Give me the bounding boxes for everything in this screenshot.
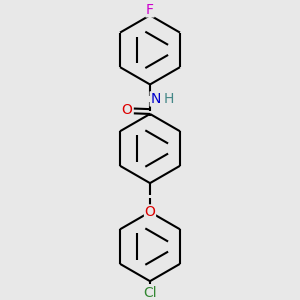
Text: H: H: [164, 92, 174, 106]
Text: F: F: [146, 3, 154, 17]
Text: N: N: [150, 92, 161, 106]
Text: O: O: [145, 205, 155, 219]
Text: Cl: Cl: [143, 286, 157, 300]
Text: O: O: [122, 103, 133, 117]
